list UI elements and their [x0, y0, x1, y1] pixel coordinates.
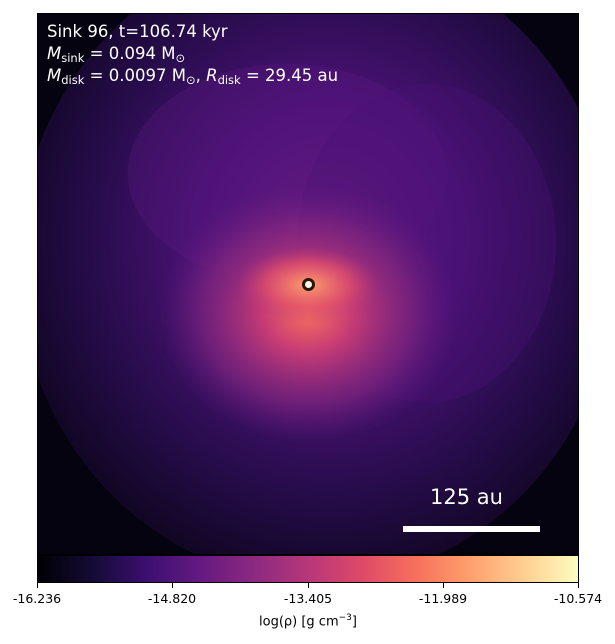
- sink-particle-marker: [302, 278, 315, 291]
- colorbar-tick-label: -14.820: [147, 591, 197, 606]
- disk-mass-subscript: disk: [61, 73, 85, 87]
- colorbar-tick: [308, 583, 309, 588]
- colorbar-label-close: ]: [351, 614, 357, 630]
- disk-mass-value: = 0.0097 M: [89, 66, 186, 85]
- colorbar-tick: [37, 583, 38, 588]
- sink-mass-symbol: M: [47, 44, 62, 63]
- colorbar-tick: [172, 583, 173, 588]
- density-map-panel: Sink 96, t=106.74 kyr Msink = 0.094 M⊙ M…: [37, 13, 579, 555]
- colorbar-tick: [443, 583, 444, 588]
- colorbar-tick: [578, 583, 579, 588]
- colorbar-label-main: log(ρ) [g cm: [259, 614, 339, 630]
- colorbar-axis-label: log(ρ) [g cm−3]: [259, 613, 357, 629]
- sink-label: Sink 96, t=106.74 kyr: [47, 22, 228, 41]
- colorbar-tick-label: -13.405: [283, 591, 333, 606]
- colorbar-tick-label: -11.989: [418, 591, 468, 606]
- disk-separator: ,: [195, 66, 207, 85]
- colorbar-tick-label: -16.236: [12, 591, 62, 606]
- disk-radius-subscript: disk: [217, 73, 241, 87]
- colorbar-tick-label: -10.574: [553, 591, 603, 606]
- disk-radius-symbol: R: [206, 66, 218, 85]
- disk-mass-unit-subscript: ⊙: [185, 73, 196, 87]
- scale-bar: [403, 526, 540, 532]
- scale-bar-label: 125 au: [430, 485, 503, 509]
- disk-properties-label: Mdisk = 0.0097 M⊙, Rdisk = 29.45 au: [47, 65, 338, 91]
- sink-mass-value: = 0.094 M: [89, 44, 176, 63]
- disk-mass-symbol: M: [47, 66, 62, 85]
- colorbar: [37, 555, 579, 583]
- sink-mass-unit-subscript: ⊙: [175, 51, 186, 65]
- disk-radius-value: = 29.45 au: [245, 66, 339, 85]
- colorbar-label-exponent: −3: [338, 613, 352, 623]
- sink-mass-label: Msink = 0.094 M⊙: [47, 43, 185, 69]
- sink-mass-subscript: sink: [61, 51, 85, 65]
